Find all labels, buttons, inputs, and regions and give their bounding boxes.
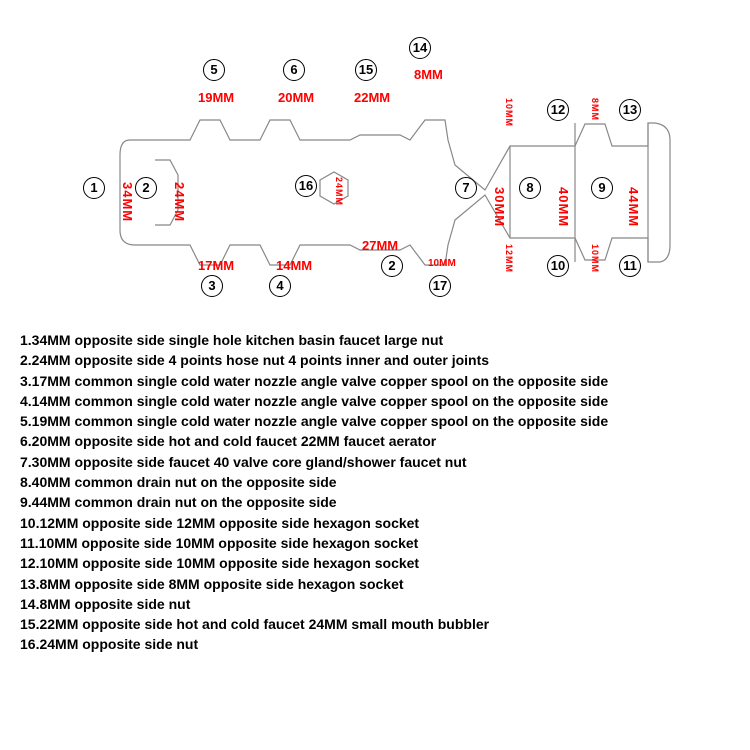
dim-d8b: 8MM bbox=[590, 98, 600, 121]
dim-d10b: 10MM bbox=[428, 258, 456, 269]
legend-row-3: 3.17MM common single cold water nozzle a… bbox=[20, 371, 730, 391]
dim-d17: 17MM bbox=[198, 258, 234, 273]
dim-d30: 30MM bbox=[492, 187, 507, 227]
dim-d44: 44MM bbox=[626, 187, 641, 227]
legend-row-14: 14.8MM opposite side nut bbox=[20, 594, 730, 614]
legend-row-10: 10.12MM opposite side 12MM opposite side… bbox=[20, 513, 730, 533]
legend-row-8: 8.40MM common drain nut on the opposite … bbox=[20, 472, 730, 492]
dim-d8: 8MM bbox=[414, 67, 443, 82]
legend-row-5: 5.19MM common single cold water nozzle a… bbox=[20, 411, 730, 431]
dim-d14: 14MM bbox=[276, 258, 312, 273]
dim-d22: 22MM bbox=[354, 90, 390, 105]
legend-row-12: 12.10MM opposite side 10MM opposite side… bbox=[20, 553, 730, 573]
legend-row-7: 7.30MM opposite side faucet 40 valve cor… bbox=[20, 452, 730, 472]
legend-row-4: 4.14MM common single cold water nozzle a… bbox=[20, 391, 730, 411]
dimensions-layer: 34MM 24MM 24MM 19MM 20MM 22MM 8MM 10MM 8MM 30MM 40… bbox=[50, 10, 700, 310]
legend-row-2: 2.24MM opposite side 4 points hose nut 4… bbox=[20, 350, 730, 370]
legend-row-13: 13.8MM opposite side 8MM opposite side h… bbox=[20, 574, 730, 594]
legend-row-15: 15.22MM opposite side hot and cold fauce… bbox=[20, 614, 730, 634]
dim-d12: 12MM bbox=[504, 244, 514, 273]
dim-d10a: 10MM bbox=[504, 98, 514, 127]
dim-d27: 27MM bbox=[362, 238, 398, 253]
dim-d10c: 10MM bbox=[590, 244, 600, 273]
dim-d20: 20MM bbox=[278, 90, 314, 105]
legend-row-16: 16.24MM opposite side nut bbox=[20, 634, 730, 654]
legend-row-11: 11.10MM opposite side 10MM opposite side… bbox=[20, 533, 730, 553]
legend-list: 1.34MM opposite side single hole kitchen… bbox=[20, 330, 730, 655]
legend-row-6: 6.20MM opposite side hot and cold faucet… bbox=[20, 431, 730, 451]
dim-d34: 34MM bbox=[120, 182, 135, 222]
dim-d24: 24MM bbox=[172, 182, 187, 222]
legend-row-9: 9.44MM common drain nut on the opposite … bbox=[20, 492, 730, 512]
dim-d24b: 24MM bbox=[334, 177, 344, 206]
dim-d19: 19MM bbox=[198, 90, 234, 105]
dim-d40: 40MM bbox=[556, 187, 571, 227]
legend-row-1: 1.34MM opposite side single hole kitchen… bbox=[20, 330, 730, 350]
